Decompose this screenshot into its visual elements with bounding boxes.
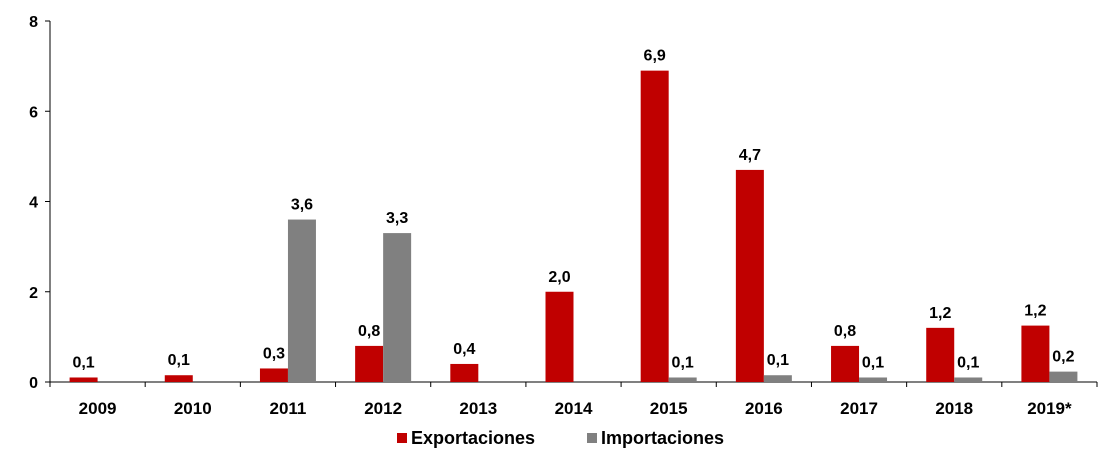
data-label: 0,1: [72, 354, 94, 371]
x-tick-label: 2013: [459, 399, 497, 418]
bar-exportaciones-2011: [259, 368, 288, 382]
bar-importaciones-2018: [954, 377, 983, 382]
bar-exportaciones-2010: [164, 375, 193, 382]
data-label: 6,9: [644, 48, 666, 65]
data-label: 4,7: [739, 147, 761, 164]
data-label: 1,2: [929, 305, 951, 322]
axes: 0 2 4 6 8 2009 2010 2011 2012 2013 2014 2015 2016 201…: [29, 14, 1098, 418]
bar-exportaciones-2009: [69, 377, 98, 382]
data-label: 0,2: [1052, 349, 1074, 366]
legend-swatch-importaciones: [587, 433, 597, 443]
data-label: 0,8: [358, 323, 380, 340]
bar-exportaciones-2017: [831, 345, 860, 382]
data-label: 2,0: [548, 269, 570, 286]
bar-exportaciones-2016: [735, 169, 764, 382]
bar-importaciones-2011: [287, 219, 316, 382]
x-tick-label: 2019*: [1027, 399, 1072, 418]
y-tick-label: 2: [29, 285, 38, 302]
data-label: 0,1: [767, 352, 789, 369]
bar-importaciones-2015: [668, 377, 697, 382]
bar-importaciones-2016: [763, 375, 792, 382]
x-tick-label: 2009: [79, 399, 117, 418]
bar-exportaciones-2015: [640, 70, 669, 382]
bar-importaciones-2012: [383, 233, 412, 382]
x-tick-label: 2015: [650, 399, 688, 418]
data-label: 0,3: [263, 345, 285, 362]
data-label: 3,3: [386, 210, 408, 227]
bar-exportaciones-2018: [926, 327, 955, 382]
legend-label-importaciones: Importaciones: [601, 428, 724, 448]
x-tick-label: 2010: [174, 399, 212, 418]
x-tick-label: 2017: [840, 399, 878, 418]
x-tick-label: 2011: [270, 399, 307, 418]
bar-exportaciones-2013: [450, 363, 479, 382]
legend-label-exportaciones: Exportaciones: [411, 428, 535, 448]
bars: [69, 70, 1078, 382]
legend: Exportaciones Importaciones: [397, 428, 724, 448]
x-tick-label: 2012: [364, 399, 402, 418]
data-labels: 0,1 0,1 0,3 0,8 0,4 2,0 6,9 4,7 0,8 1,2 1,2 3,6 3,3 0…: [72, 48, 1074, 372]
x-tick-label: 2016: [745, 399, 783, 418]
bar-importaciones-2017: [859, 377, 888, 382]
bar-exportaciones-2014: [545, 291, 574, 382]
y-tick-label: 0: [29, 375, 38, 392]
x-tick-label: 2018: [935, 399, 973, 418]
y-tick-label: 4: [29, 195, 38, 212]
data-label: 0,1: [957, 354, 979, 371]
data-label: 0,1: [168, 352, 190, 369]
bar-importaciones-2019: [1049, 371, 1078, 382]
bar-exportaciones-2019: [1021, 325, 1050, 382]
data-label: 1,2: [1024, 303, 1046, 320]
y-tick-label: 6: [29, 104, 38, 121]
x-tick-label: 2014: [555, 399, 593, 418]
data-label: 0,4: [453, 341, 475, 358]
data-label: 0,1: [672, 354, 694, 371]
data-label: 3,6: [291, 197, 313, 214]
bar-exportaciones-2012: [355, 345, 384, 382]
y-tick-label: 8: [29, 14, 38, 31]
data-label: 0,1: [862, 354, 884, 371]
legend-swatch-exportaciones: [397, 433, 407, 443]
data-label: 0,8: [834, 323, 856, 340]
